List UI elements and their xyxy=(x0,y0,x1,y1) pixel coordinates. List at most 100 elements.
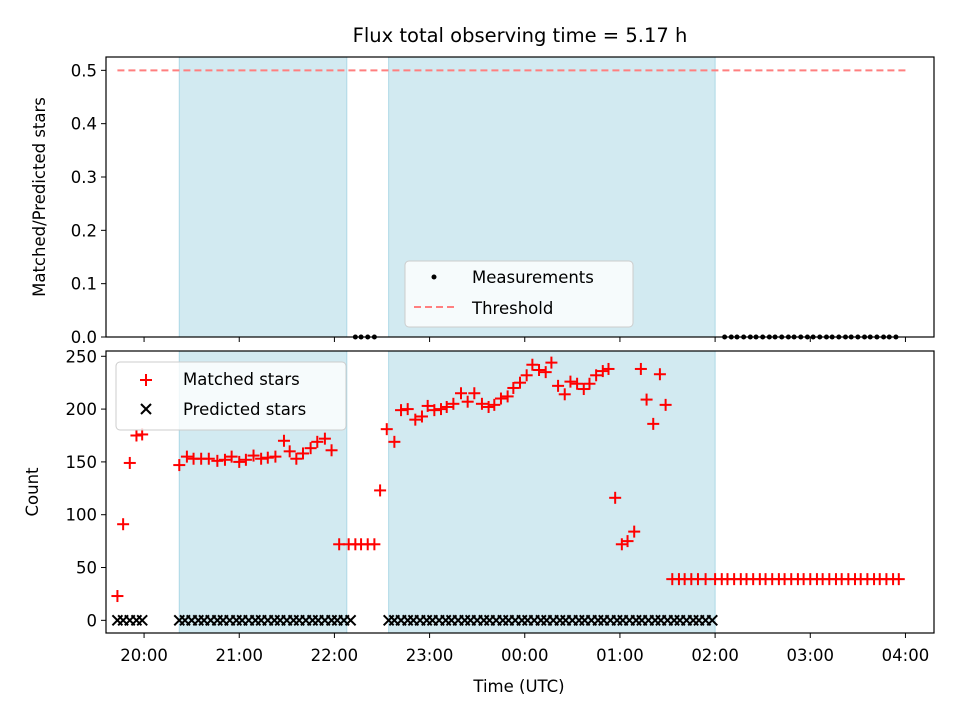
matched-star-marker xyxy=(659,398,672,411)
matched-star-marker xyxy=(211,454,224,467)
matched-star-marker xyxy=(239,453,252,466)
bottom-legend-label-matched: Matched stars xyxy=(183,370,300,389)
top-ytick-label: 0.2 xyxy=(71,221,97,240)
matched-star-marker xyxy=(395,404,408,417)
matched-star-marker xyxy=(428,404,441,417)
bottom-xlabel: Time (UTC) xyxy=(472,677,564,696)
matched-star-marker xyxy=(501,390,514,403)
matched-star-marker xyxy=(325,444,338,457)
top-panel: 0.0 0.1 0.2 0.3 0.4 0.5 Matched/Predicted sta… xyxy=(30,56,935,347)
matched-star-marker xyxy=(368,538,381,551)
bottom-legend: Matched stars Predicted stars xyxy=(115,361,347,431)
matched-star-marker xyxy=(590,369,603,382)
matched-star-marker xyxy=(117,518,130,531)
bottom-xtick-label: 23:00 xyxy=(406,646,454,665)
matched-star-marker xyxy=(401,403,414,416)
matched-star-marker xyxy=(277,434,290,447)
matched-star-marker xyxy=(247,449,260,462)
bottom-legend-label-predicted: Predicted stars xyxy=(183,400,306,419)
bottom-axes-frame xyxy=(105,350,935,634)
top-ytick-label: 0.1 xyxy=(71,275,97,294)
bottom-ytick-label: 100 xyxy=(66,506,98,525)
matched-star-marker xyxy=(388,435,401,448)
top-ytick-label: 0.0 xyxy=(71,328,97,347)
matched-star-marker xyxy=(180,450,193,463)
matched-star-marker xyxy=(602,362,615,375)
predicted-legend-marker xyxy=(140,403,152,415)
matched-star-marker xyxy=(526,358,539,371)
matched-star-marker xyxy=(488,398,501,411)
predicted-star-marker xyxy=(706,614,718,627)
matched-star-marker xyxy=(123,456,136,469)
matched-star-marker xyxy=(255,452,268,465)
predicted-star-marker xyxy=(344,614,357,627)
bottom-xtick-label: 03:00 xyxy=(786,646,834,665)
matched-star-marker xyxy=(421,399,434,412)
matched-star-marker xyxy=(520,369,533,382)
top-axes-frame xyxy=(105,56,935,338)
matched-star-marker xyxy=(415,410,428,423)
matched-star-marker xyxy=(318,432,331,445)
matched-star-marker xyxy=(380,423,393,436)
matched-star-marker xyxy=(647,417,660,430)
top-ytick-label: 0.5 xyxy=(71,61,97,80)
matched-star-marker xyxy=(533,364,546,377)
top-legend-label-measurements: Measurements xyxy=(472,268,594,287)
bottom-ylabel: Count xyxy=(23,467,42,517)
matched-star-marker xyxy=(482,400,495,413)
matched-star-marker xyxy=(571,377,584,390)
matched-star-marker xyxy=(494,392,507,405)
matched-star-marker xyxy=(111,590,124,603)
matched-star-marker xyxy=(892,573,905,586)
bottom-ytick-label: 150 xyxy=(66,453,98,472)
matched-star-marker xyxy=(374,484,387,497)
matched-star-marker xyxy=(634,362,647,375)
top-legend: Measurements Threshold xyxy=(404,260,634,328)
matched-star-marker xyxy=(454,387,467,400)
matched-star-marker xyxy=(609,491,622,504)
matched-star-marker xyxy=(130,429,143,442)
matched-star-marker xyxy=(583,377,596,390)
matched-star-marker xyxy=(225,450,238,463)
bottom-xtick-label: 04:00 xyxy=(882,646,930,665)
bottom-ytick-label: 250 xyxy=(66,347,98,366)
predicted-star-marker xyxy=(136,614,148,627)
matched-star-marker xyxy=(440,400,453,413)
matched-star-marker xyxy=(269,450,282,463)
measurement-legend-marker xyxy=(431,274,437,280)
matched-star-marker xyxy=(564,375,577,388)
bottom-xtick-label: 20:00 xyxy=(120,646,168,665)
matched-star-marker xyxy=(218,453,231,466)
top-legend-label-threshold: Threshold xyxy=(471,299,553,318)
chart-title: Flux total observing time = 5.17 h xyxy=(353,24,688,47)
matched-star-marker xyxy=(283,445,296,458)
bottom-xtick-label: 21:00 xyxy=(215,646,263,665)
matched-star-marker xyxy=(290,452,303,465)
matched-star-marker xyxy=(653,368,666,381)
matched-star-marker xyxy=(514,376,526,389)
matched-star-marker xyxy=(304,442,317,455)
matched-star-marker xyxy=(545,356,558,369)
matched-star-marker xyxy=(447,397,460,410)
matched-star-marker xyxy=(475,397,488,410)
matched-star-marker xyxy=(577,383,590,396)
matched-star-marker xyxy=(409,413,422,426)
matched-star-marker xyxy=(596,365,609,378)
matched-star-marker xyxy=(621,535,634,548)
observing-interval-band xyxy=(178,56,348,338)
matched-star-marker xyxy=(261,451,274,464)
matched-star-marker xyxy=(233,455,246,468)
bottom-ytick-label: 0 xyxy=(87,611,98,630)
matched-star-marker xyxy=(507,381,520,394)
matched-star-marker xyxy=(558,388,571,401)
matched-star-marker xyxy=(173,459,186,472)
top-ylabel: Matched/Predicted stars xyxy=(30,97,49,297)
bottom-ytick-label: 50 xyxy=(76,559,97,578)
top-ytick-label: 0.4 xyxy=(71,115,97,134)
matched-legend-marker xyxy=(140,374,152,386)
matched-star-marker xyxy=(297,447,310,460)
matched-star-marker xyxy=(202,452,215,465)
bottom-xtick-label: 22:00 xyxy=(311,646,359,665)
bottom-ytick-label: 200 xyxy=(66,400,98,419)
